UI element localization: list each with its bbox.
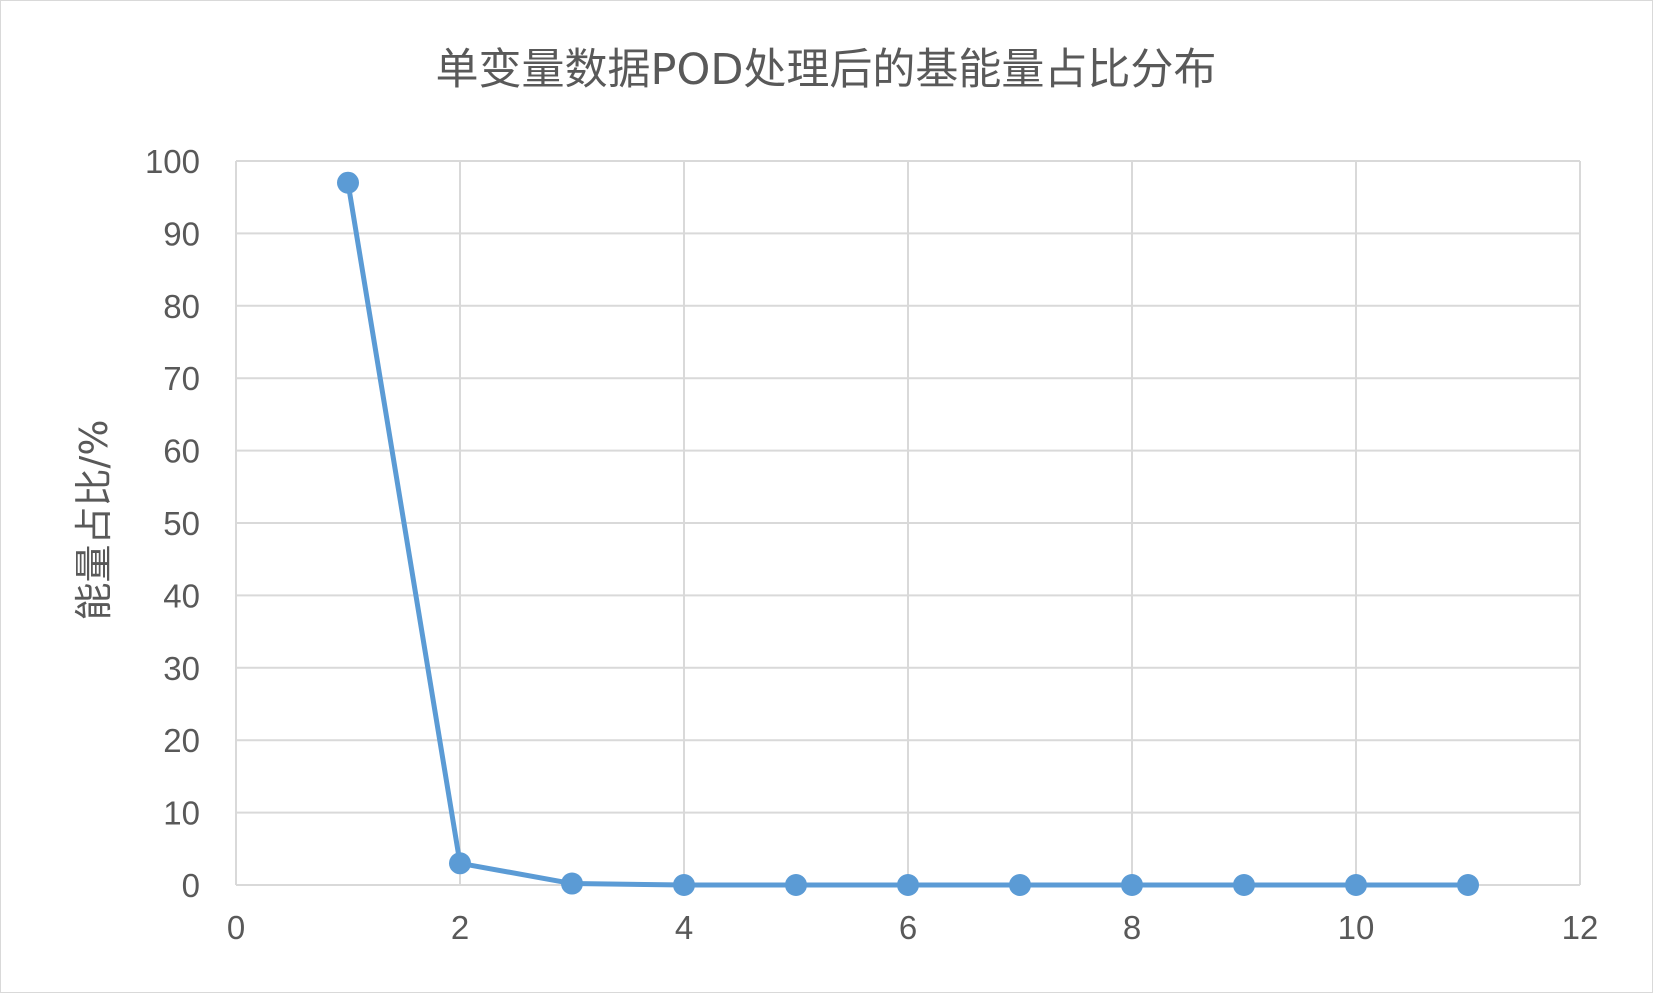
data-series [337, 171, 1479, 896]
gridlines [235, 160, 1581, 886]
data-point [1457, 874, 1479, 896]
y-tick-label: 50 [163, 505, 200, 542]
x-tick-label: 10 [1338, 909, 1375, 946]
data-point [449, 852, 471, 875]
y-tick-label: 60 [163, 433, 200, 470]
y-tick-label: 40 [163, 577, 200, 614]
y-tick-label: 100 [145, 143, 200, 180]
y-tick-label: 10 [163, 795, 200, 832]
x-tick-label: 4 [675, 909, 693, 946]
x-tick-label: 8 [1123, 909, 1141, 946]
y-tick-label: 20 [163, 722, 200, 759]
chart-title: 单变量数据POD处理后的基能量占比分布 [436, 45, 1217, 95]
y-tick-label: 90 [163, 215, 200, 252]
x-tick-labels: 0 2 4 6 8 10 12 [227, 909, 1599, 946]
y-tick-label: 0 [182, 867, 200, 904]
data-point [1345, 874, 1367, 896]
data-point [561, 872, 583, 895]
y-tick-label: 80 [163, 288, 200, 325]
data-point [1009, 874, 1031, 896]
data-point [897, 874, 919, 896]
y-tick-label: 30 [163, 650, 200, 687]
x-tick-label: 2 [451, 909, 469, 946]
data-point [673, 874, 695, 896]
data-point [1121, 874, 1143, 896]
data-point [785, 874, 807, 896]
y-axis-label: 能量占比/% [72, 420, 116, 621]
y-tick-label: 70 [163, 360, 200, 397]
data-point [337, 171, 359, 194]
y-tick-labels: 0 10 20 30 40 50 60 70 80 90 100 [145, 143, 200, 904]
x-tick-label: 12 [1562, 909, 1599, 946]
x-tick-label: 6 [899, 909, 917, 946]
data-point [1233, 874, 1255, 896]
x-tick-label: 0 [227, 909, 245, 946]
